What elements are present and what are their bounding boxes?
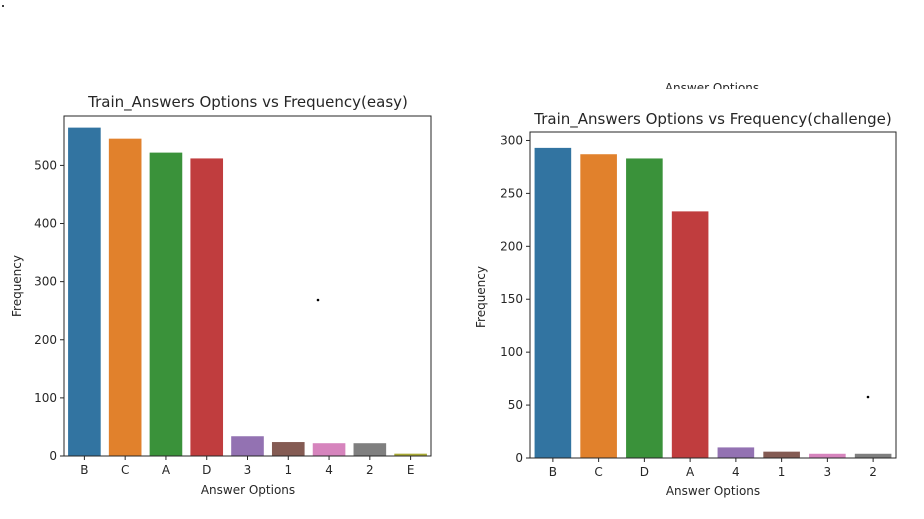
stray-dot	[866, 395, 870, 399]
x-tick-label: 2	[366, 463, 374, 477]
bar-D	[190, 158, 224, 456]
x-tick-label: A	[686, 465, 695, 479]
chart-challenge-xticks: B C D A 4 1 3 2	[549, 458, 877, 479]
chart-easy-xticks: B C A D 3 1 4 2 E	[80, 456, 414, 477]
bar-1	[271, 442, 305, 456]
x-tick-label: 1	[284, 463, 292, 477]
bar-3	[231, 436, 264, 456]
y-tick-label: 500	[34, 158, 57, 172]
x-tick-label: C	[121, 463, 129, 477]
chart-easy: Train_Answers Options vs Frequency(easy)…	[10, 93, 432, 497]
chart-challenge-ylabel: Frequency	[474, 266, 488, 328]
stray-dot	[316, 298, 320, 302]
chart-challenge-yticks: 0 50 100 150 200 250 300	[500, 133, 530, 465]
x-tick-label: 1	[778, 465, 786, 479]
y-tick-label: 200	[34, 333, 57, 347]
chart-challenge: Train_Answers Options vs Frequency(chall…	[474, 110, 897, 498]
x-tick-label: A	[162, 463, 171, 477]
bar-1	[763, 451, 800, 458]
bar-A	[671, 211, 709, 458]
y-tick-label: 200	[500, 239, 523, 253]
x-tick-label: 2	[869, 465, 877, 479]
bar-2	[854, 453, 892, 458]
y-tick-label: 250	[500, 186, 523, 200]
chart-challenge-title: Train_Answers Options vs Frequency(chall…	[533, 110, 891, 129]
y-tick-label: 50	[508, 398, 523, 412]
x-tick-label: 3	[824, 465, 832, 479]
bar-3	[809, 453, 846, 458]
x-tick-label: B	[549, 465, 557, 479]
bar-2	[353, 443, 387, 456]
chart-easy-yticks: 0 100 200 300 400 500	[34, 158, 64, 463]
x-tick-label: C	[594, 465, 602, 479]
bar-C	[580, 154, 617, 458]
chart-easy-ylabel: Frequency	[10, 255, 24, 317]
bar-C	[108, 138, 142, 456]
y-tick-label: 100	[500, 345, 523, 359]
chart-easy-bars	[68, 127, 427, 456]
chart-easy-xlabel: Answer Options	[201, 483, 295, 497]
chart-challenge-frame	[529, 131, 897, 459]
y-tick-label: 150	[500, 292, 523, 306]
y-tick-label: 300	[34, 275, 57, 289]
bar-4	[312, 443, 346, 456]
x-tick-label: D	[202, 463, 211, 477]
stray-dot	[2, 5, 4, 7]
y-tick-label: 0	[49, 449, 57, 463]
chart-challenge-xlabel: Answer Options	[666, 484, 760, 498]
chart-challenge-bars	[534, 147, 892, 458]
x-tick-label: E	[407, 463, 415, 477]
bar-D	[626, 158, 663, 458]
bar-B	[68, 127, 101, 456]
clipped-header: Answer Options	[665, 81, 759, 95]
y-tick-label: 0	[515, 451, 523, 465]
bar-B	[534, 147, 572, 458]
bar-E	[394, 453, 427, 456]
x-tick-label: B	[80, 463, 88, 477]
y-tick-label: 400	[34, 217, 57, 231]
x-tick-label: 4	[732, 465, 740, 479]
x-tick-label: D	[640, 465, 649, 479]
bar-A	[149, 152, 183, 456]
x-tick-label: 3	[244, 463, 252, 477]
y-tick-label: 300	[500, 133, 523, 147]
y-tick-label: 100	[34, 391, 57, 405]
bar-4	[717, 447, 755, 458]
chart-easy-title: Train_Answers Options vs Frequency(easy)	[87, 93, 408, 112]
x-tick-label: 4	[325, 463, 333, 477]
